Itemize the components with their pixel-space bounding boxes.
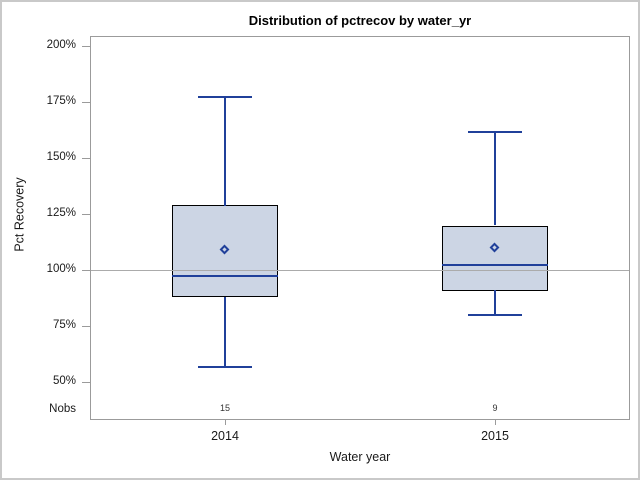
reference-line-100pct [91, 270, 629, 271]
y-tick-mark [82, 382, 90, 383]
whisker-upper-line [494, 131, 496, 225]
y-tick-mark [82, 270, 90, 271]
x-category-label: 2015 [481, 429, 509, 443]
y-tick-label: 50% [52, 375, 76, 387]
median-line [172, 275, 278, 277]
plot-area [90, 36, 630, 420]
y-tick-label: 175% [46, 95, 76, 107]
whisker-cap-top [198, 96, 252, 98]
x-tick-mark [225, 420, 226, 425]
whisker-upper-line [224, 96, 226, 206]
y-tick-label: 150% [46, 151, 76, 163]
y-tick-mark [82, 46, 90, 47]
x-category-label: 2014 [211, 429, 239, 443]
nobs-value: 9 [492, 403, 498, 413]
y-tick-label: 75% [52, 319, 76, 331]
x-tick-mark [495, 420, 496, 425]
y-tick-label: 125% [46, 207, 76, 219]
whisker-cap-top [468, 131, 522, 133]
median-line [442, 264, 548, 266]
y-tick-mark [82, 102, 90, 103]
y-tick-mark [82, 158, 90, 159]
whisker-lower-line [494, 290, 496, 315]
y-tick-mark [82, 214, 90, 215]
chart-title: Distribution of pctrecov by water_yr [248, 13, 472, 28]
y-tick-label: 100% [46, 263, 76, 275]
iqr-box [172, 205, 278, 297]
nobs-value: 15 [219, 403, 230, 413]
y-tick-mark [82, 326, 90, 327]
iqr-box [442, 226, 548, 291]
whisker-cap-bottom [198, 366, 252, 368]
whisker-lower-line [224, 297, 226, 366]
nobs-row-label: Nobs [49, 403, 76, 415]
whisker-cap-bottom [468, 314, 522, 316]
y-tick-label: 200% [46, 39, 76, 51]
x-axis-title: Water year [329, 450, 391, 464]
